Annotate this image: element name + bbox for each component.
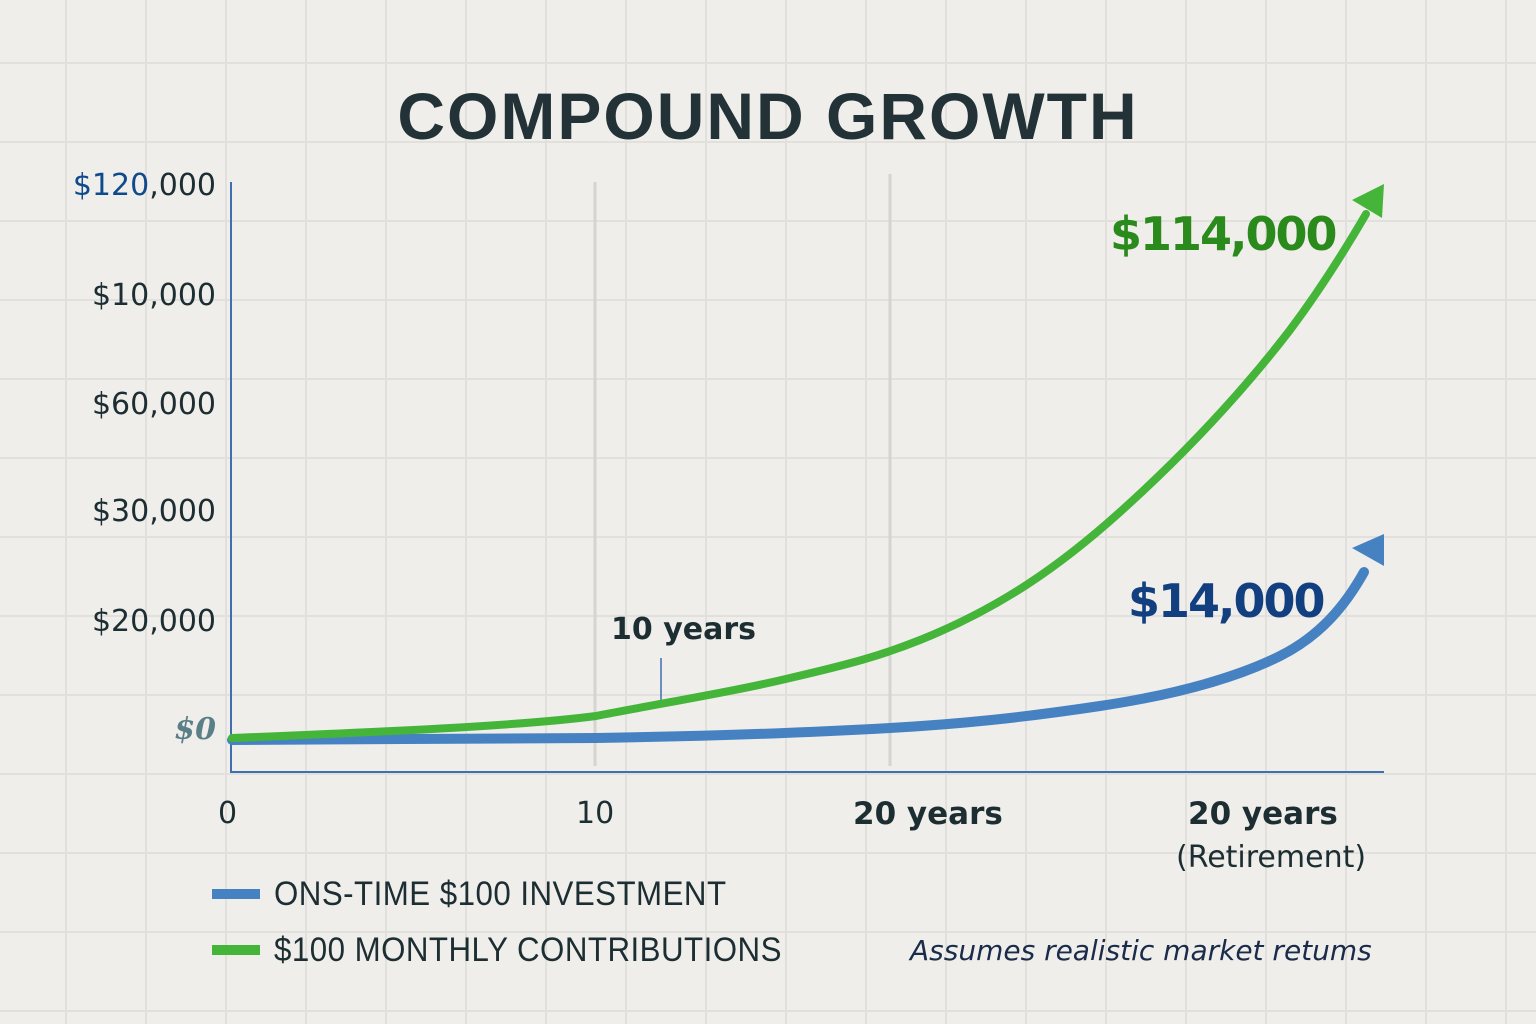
legend: ONS-TIME $100 INVESTMENT $100 MONTHLY CO… [212, 872, 826, 972]
legend-item-monthly: $100 MONTHLY CONTRIBUTIONS [212, 928, 826, 972]
ten-years-label: 10 years [611, 612, 756, 647]
legend-swatch-blue-icon [212, 889, 260, 899]
footnote: Assumes realistic market retums [910, 934, 1372, 967]
x-tick-0: 0 [218, 796, 238, 831]
y-tick-10000: $10,000 [91, 278, 216, 313]
legend-label: ONS-TIME $100 INVESTMENT [274, 874, 727, 913]
one-time-final-value: $14,000 [1128, 574, 1326, 628]
y-tick-highlight: $120 [72, 168, 150, 203]
monthly-arrowhead-icon [1352, 184, 1384, 218]
monthly-series-line [228, 210, 1370, 742]
legend-item-one-time: ONS-TIME $100 INVESTMENT [212, 872, 826, 916]
y-tick-20000: $20,000 [91, 604, 216, 639]
y-tick-rest: ,000 [149, 168, 216, 203]
chart-title: COMPOUND GROWTH [397, 79, 1139, 153]
y-tick-30000: $30,000 [91, 494, 216, 529]
x-tick-retirement: 20 years [1188, 796, 1338, 832]
monthly-final-value: $114,000 [1110, 207, 1338, 261]
y-tick-120000: $120,000 [73, 168, 216, 203]
y-tick-0: $0 [174, 712, 216, 747]
x-tick-10: 10 [576, 796, 615, 831]
y-tick-60000: $60,000 [91, 387, 216, 422]
legend-swatch-green-icon [212, 945, 260, 955]
one-time-arrowhead-icon [1352, 534, 1384, 566]
one-time-series-line [227, 567, 1369, 745]
legend-label: $100 MONTHLY CONTRIBUTIONS [274, 930, 782, 969]
x-tick-retirement-sublabel: (Retirement) [1176, 840, 1367, 875]
x-tick-20-years: 20 years [853, 796, 1003, 832]
